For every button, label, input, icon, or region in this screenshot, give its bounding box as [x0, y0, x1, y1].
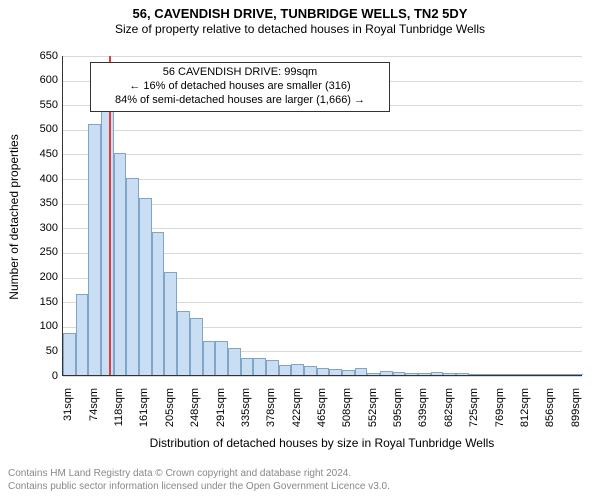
- histogram-bar: [380, 371, 393, 375]
- footer-attribution: Contains HM Land Registry data © Crown c…: [8, 468, 390, 493]
- x-tick-label: 422sqm: [291, 388, 303, 438]
- y-tick-label: 300: [24, 222, 58, 234]
- histogram-bar: [405, 373, 418, 375]
- y-tick-label: 600: [24, 74, 58, 86]
- y-tick-label: 400: [24, 173, 58, 185]
- x-tick-label: 552sqm: [367, 388, 379, 438]
- histogram-bar: [443, 373, 456, 375]
- histogram-bar: [215, 341, 228, 375]
- histogram-bar: [367, 373, 380, 375]
- histogram-bar: [291, 364, 304, 375]
- histogram-bar: [241, 358, 254, 375]
- histogram-bar: [88, 124, 101, 375]
- x-axis-caption: Distribution of detached houses by size …: [62, 436, 582, 450]
- x-tick-label: 725sqm: [468, 388, 480, 438]
- grid-line: [63, 130, 582, 131]
- y-tick-label: 250: [24, 246, 58, 258]
- histogram-bar: [164, 272, 177, 375]
- grid-line: [63, 179, 582, 180]
- histogram-bar: [329, 369, 342, 375]
- histogram-bar: [279, 365, 292, 375]
- x-tick-label: 205sqm: [164, 388, 176, 438]
- histogram-bar: [456, 373, 469, 375]
- x-tick-label: 682sqm: [443, 388, 455, 438]
- x-tick-label: 118sqm: [113, 388, 125, 438]
- annotation-line1: 56 CAVENDISH DRIVE: 99sqm: [97, 66, 383, 80]
- histogram-bar: [76, 294, 89, 375]
- histogram-bar: [190, 318, 203, 375]
- histogram-bar: [126, 178, 139, 375]
- footer-line1: Contains HM Land Registry data © Crown c…: [8, 468, 390, 481]
- histogram-bar: [418, 373, 431, 375]
- histogram-bar: [114, 153, 127, 375]
- histogram-bar: [469, 374, 482, 375]
- x-tick-label: 639sqm: [417, 388, 429, 438]
- y-tick-label: 500: [24, 123, 58, 135]
- annotation-box: 56 CAVENDISH DRIVE: 99sqm ← 16% of detac…: [90, 62, 390, 112]
- histogram-bar: [266, 360, 279, 375]
- y-tick-label: 450: [24, 148, 58, 160]
- x-tick-label: 248sqm: [189, 388, 201, 438]
- x-tick-label: 812sqm: [519, 388, 531, 438]
- histogram-bar: [431, 372, 444, 375]
- y-tick-label: 650: [24, 50, 58, 62]
- y-tick-label: 50: [24, 345, 58, 357]
- grid-line: [63, 56, 582, 57]
- grid-line: [63, 154, 582, 155]
- x-tick-label: 378sqm: [265, 388, 277, 438]
- x-tick-label: 291sqm: [215, 388, 227, 438]
- annotation-line2: ← 16% of detached houses are smaller (31…: [97, 80, 383, 94]
- x-tick-label: 335sqm: [240, 388, 252, 438]
- histogram-bar: [203, 341, 216, 375]
- histogram-bar: [532, 374, 545, 375]
- x-tick-label: 31sqm: [62, 388, 74, 438]
- x-tick-label: 595sqm: [392, 388, 404, 438]
- y-tick-label: 200: [24, 271, 58, 283]
- histogram-bar: [304, 366, 317, 375]
- y-tick-label: 0: [24, 370, 58, 382]
- x-tick-label: 161sqm: [138, 388, 150, 438]
- histogram-bar: [520, 374, 533, 375]
- y-tick-label: 150: [24, 296, 58, 308]
- histogram-bar: [507, 374, 520, 375]
- histogram-bar: [101, 102, 114, 375]
- y-tick-label: 100: [24, 320, 58, 332]
- x-tick-label: 508sqm: [341, 388, 353, 438]
- histogram-bar: [393, 372, 406, 375]
- y-axis-label: Number of detached properties: [7, 57, 21, 377]
- grid-line: [63, 376, 582, 377]
- y-tick-label: 550: [24, 99, 58, 111]
- y-tick-label: 350: [24, 197, 58, 209]
- histogram-bar: [494, 374, 507, 375]
- histogram-bar: [177, 311, 190, 375]
- histogram-bar: [342, 370, 355, 375]
- histogram-bar: [355, 368, 368, 375]
- x-tick-label: 899sqm: [570, 388, 582, 438]
- histogram-bar: [558, 374, 571, 375]
- x-tick-label: 769sqm: [494, 388, 506, 438]
- histogram-bar: [63, 333, 76, 375]
- x-tick-label: 856sqm: [544, 388, 556, 438]
- footer-line2: Contains public sector information licen…: [8, 481, 390, 494]
- annotation-line3: 84% of semi-detached houses are larger (…: [97, 94, 383, 108]
- histogram-bar: [317, 368, 330, 375]
- histogram-bar: [482, 374, 495, 375]
- histogram-bar: [545, 374, 558, 375]
- x-tick-label: 465sqm: [316, 388, 328, 438]
- histogram-bar: [228, 348, 241, 375]
- histogram-bar: [139, 198, 152, 375]
- x-tick-label: 74sqm: [88, 388, 100, 438]
- histogram-bar: [253, 358, 266, 375]
- histogram-bar: [152, 232, 165, 375]
- histogram-bar: [570, 374, 583, 375]
